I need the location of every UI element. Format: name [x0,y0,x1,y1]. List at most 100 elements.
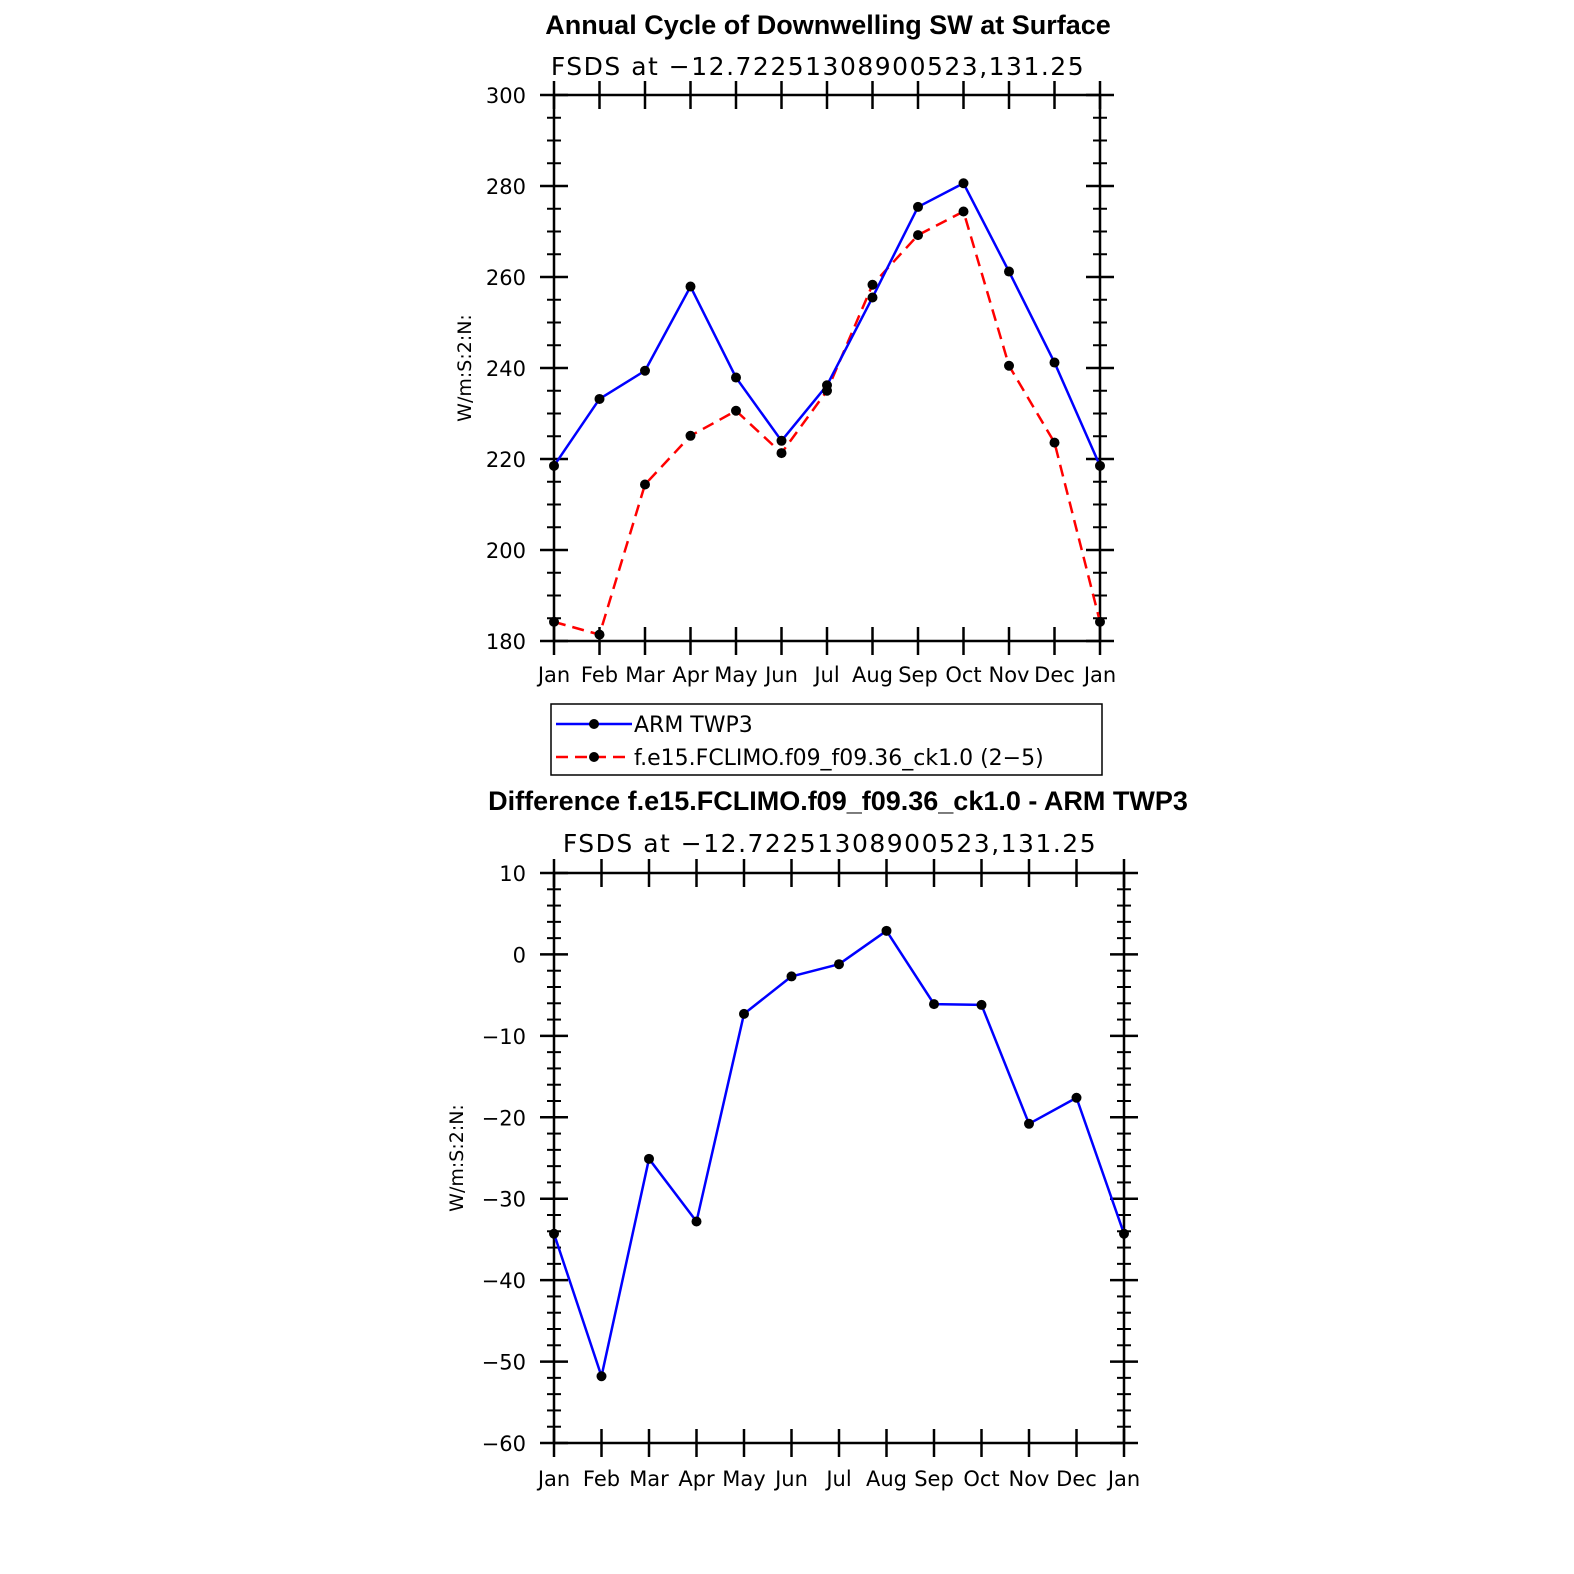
legend-marker-arm [589,719,599,729]
data-point [1049,357,1060,368]
data-point [867,279,878,290]
data-point [976,999,987,1010]
x-tick-label: Jan [1082,663,1116,687]
y-tick-label: 0 [513,943,526,967]
data-point [1095,460,1105,471]
data-point [1004,360,1014,371]
data-point [786,971,797,982]
data-point [644,1153,654,1164]
x-tick-label: Aug [852,663,893,687]
data-point [685,281,696,292]
x-tick-label: Jun [763,663,798,687]
data-point [776,448,787,459]
y-tick-label: 280 [486,175,526,199]
x-tick-label: Oct [945,663,981,687]
plot-frame [540,81,1114,655]
y-tick-label: 200 [486,539,526,563]
y-tick-label: 240 [486,357,526,381]
tick-labels: −60 −50 −40 −30 −20 −10 0 10 Jan Feb Mar Apr May Jun J… [482,862,1141,1491]
data-point [731,405,741,416]
data-point [640,365,650,376]
plot-border [552,871,1126,1445]
x-tick-label: Sep [914,1467,954,1491]
y-tick-label: −40 [482,1269,526,1293]
y-tick-label: 260 [486,266,526,290]
series-line-0 [552,929,1126,1378]
x-tick-label: May [714,663,757,687]
data-point [1095,616,1105,627]
y-tick-label: −60 [482,1432,526,1456]
series-layer [549,178,1105,640]
x-tick-label: Sep [898,663,938,687]
x-tick-label: Nov [989,663,1030,687]
difference-chart: Difference f.e15.FCLIMO.f09_f09.36_ck1.0… [446,786,1188,1491]
x-tick-label: Apr [678,1467,715,1491]
x-tick-label: Dec [1034,663,1075,687]
data-point [549,1228,559,1239]
x-tick-label: Feb [583,1467,620,1491]
x-tick-label: Mar [625,663,665,687]
data-point [640,479,650,490]
data-point [594,393,605,404]
y-axis-label: W/m:S:2:N: [446,1104,468,1212]
chart-title: Difference f.e15.FCLIMO.f09_f09.36_ck1.0… [488,786,1188,816]
tick-labels: 180 200 220 240 260 280 300 Jan Feb Mar Apr May Jun J… [486,84,1116,687]
series-line-1 [553,210,1102,636]
data-point [549,616,559,627]
x-tick-label: Jan [1106,1467,1140,1491]
x-tick-label: Oct [963,1467,999,1491]
plot-border [552,93,1102,643]
plot-frame [540,859,1138,1457]
x-tick-label: Apr [672,663,709,687]
data-point [1119,1228,1129,1239]
x-tick-label: Mar [629,1467,669,1491]
data-point [958,206,969,217]
data-point [596,1371,607,1382]
x-tick-label: Aug [866,1467,907,1491]
chart-title: Annual Cycle of Downwelling SW at Surfac… [545,10,1111,40]
y-tick-label: 10 [499,862,526,886]
y-tick-label: −30 [482,1188,526,1212]
x-tick-label: Jan [536,663,570,687]
x-tick-label: Jul [812,663,839,687]
data-point [739,1008,749,1019]
data-point [1071,1092,1082,1103]
data-point [881,925,892,936]
data-point [1024,1118,1034,1129]
x-tick-label: May [722,1467,765,1491]
series-layer [549,925,1129,1382]
annual-cycle-chart: Annual Cycle of Downwelling SW at Surfac… [454,10,1116,776]
x-tick-label: Jun [773,1467,808,1491]
data-point [549,460,559,471]
data-point [929,999,939,1010]
y-tick-label: 220 [486,448,526,472]
legend-label-model: f.e15.FCLIMO.f09_f09.36_ck1.0 (2−5) [634,746,1044,771]
chart-subtitle: FSDS at −12.72251308900523,131.25 [551,52,1085,81]
legend: ARM TWP3 f.e15.FCLIMO.f09_f09.36_ck1.0 (… [550,703,1103,776]
series-line-0 [552,182,1102,467]
y-axis-label: W/m:S:2:N: [454,314,476,422]
y-tick-label: −10 [482,1025,526,1049]
data-point [594,629,605,640]
y-tick-label: −20 [482,1106,526,1130]
data-point [822,385,832,396]
data-point [913,230,923,241]
data-point [958,178,969,189]
x-tick-label: Dec [1056,1467,1097,1491]
data-point [834,959,844,970]
y-tick-label: 180 [486,630,526,654]
data-point [1049,437,1060,448]
x-tick-label: Jul [824,1467,851,1491]
legend-box [550,703,1103,776]
data-point [776,435,787,446]
chart-subtitle: FSDS at −12.72251308900523,131.25 [563,829,1097,858]
x-tick-label: Jan [536,1467,570,1491]
y-tick-label: −50 [482,1351,526,1375]
data-point [1004,266,1014,277]
data-point [685,430,696,441]
data-point [731,372,741,383]
legend-marker-model [589,752,599,762]
x-tick-label: Feb [581,663,618,687]
x-tick-label: Nov [1009,1467,1050,1491]
